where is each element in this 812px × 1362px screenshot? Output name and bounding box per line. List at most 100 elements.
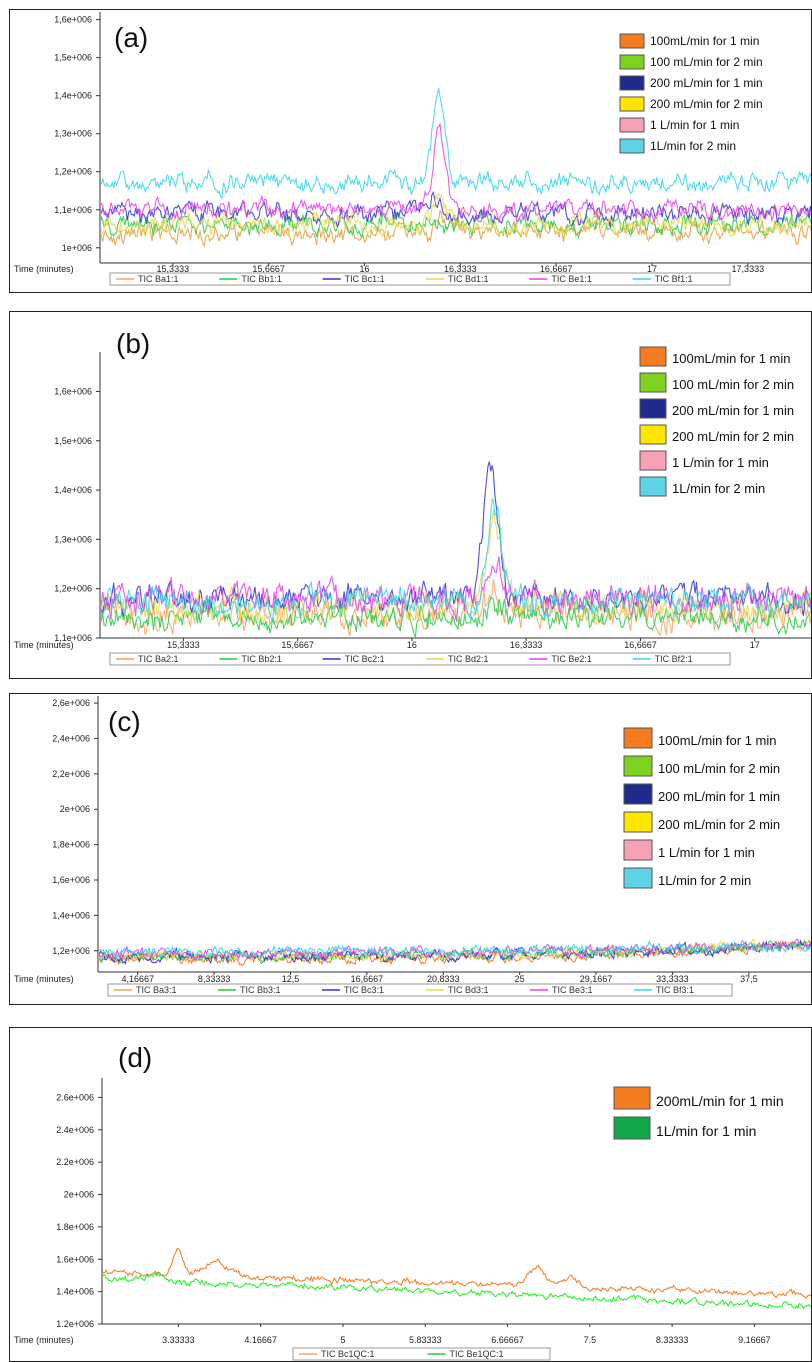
series-line-1 [102,1249,812,1298]
y-tick-label: 1.6e+006 [56,1254,94,1264]
y-tick-label: 1,5e+006 [54,436,92,446]
x-tick-label: 29,1667 [580,974,613,984]
trace-legend-label: TIC Bf3:1 [656,985,694,995]
x-tick-label: 16,3333 [510,640,543,650]
legend-swatch [640,347,666,366]
trace-legend-label: TIC Ba1:1 [138,274,179,284]
trace-legend-label: TIC Bd2:1 [448,654,489,664]
chart-b-svg: 1,1e+0061,2e+0061,3e+0061,4e+0061,5e+006… [10,312,812,679]
trace-legend-label: TIC Bf2:1 [655,654,693,664]
y-tick-label: 1,3e+006 [54,129,92,139]
x-axis-title: Time (minutes) [14,974,74,984]
trace-legend-label: TIC Bc3:1 [344,985,384,995]
y-tick-label: 1.2e+006 [56,1319,94,1329]
chart-d-svg: 1.2e+006 1.4e+006 1.6e+006 1.8e+006 2e+006 2.… [10,1028,812,1362]
trace-legend-label: TIC Bb1:1 [241,274,282,284]
x-tick-label: 5.83333 [409,1335,442,1345]
legend-swatch [620,118,644,132]
series-line-1 [100,211,812,246]
legend-label: 200 mL/min for 1 min [650,76,763,90]
legend-swatch [624,868,652,888]
x-tick-label: 4,16667 [121,974,154,984]
chart-panel-d: 1.2e+006 1.4e+006 1.6e+006 1.8e+006 2e+006 2.… [9,1027,812,1362]
panel-label-c: (c) [108,706,141,738]
x-tick-label: 16,6667 [624,640,657,650]
series-group [100,88,812,246]
legend-label: 200 mL/min for 2 min [658,817,780,832]
legend-label: 100mL/min for 1 min [672,351,791,366]
legend-swatch [624,812,652,832]
trace-legend-label: TIC Bd3:1 [448,985,489,995]
legend-label: 200 mL/min for 1 min [672,403,794,418]
legend-label: 1 L/min for 1 min [672,455,769,470]
y-tick-label: 1.8e+006 [56,1222,94,1232]
y-tick-label: 2,4e+006 [52,733,90,743]
trace-legend-label: TIC Bc1:1 [345,274,385,284]
legend-label: 1L/min for 1 min [656,1123,756,1139]
legend-label: 200 mL/min for 1 min [658,789,780,804]
y-tick-label: 2.6e+006 [56,1092,94,1102]
legend-swatch [640,373,666,392]
legend-swatch [624,840,652,860]
legend-label: 1L/min for 2 min [672,481,765,496]
trace-legend-label: TIC Bb2:1 [241,654,282,664]
x-axis-title: Time (minutes) [14,264,74,274]
y-tick-label: 2e+006 [60,804,90,814]
legend-swatch [640,399,666,418]
legend-swatch [624,756,652,776]
legend-label: 200 mL/min for 2 min [650,97,763,111]
legend-label: 100 mL/min for 2 min [658,761,780,776]
y-tick-label: 1,8e+006 [52,840,90,850]
legend-swatch [640,477,666,496]
x-tick-label: 20,8333 [427,974,460,984]
x-tick-label: 8,33333 [198,974,231,984]
legend-label: 100mL/min for 1 min [658,733,777,748]
y-tick-label: 2,6e+006 [52,698,90,708]
legend-swatch [624,728,652,748]
panel-label-d: (d) [118,1042,152,1074]
legend-swatch [640,451,666,470]
x-tick-label: 33,3333 [656,974,689,984]
chart-panel-b: 1,1e+006 1,2e+006 1,3e+006 1,4e+006 1,5e+006… [9,311,812,679]
y-tick-label: 2.2e+006 [56,1157,94,1167]
y-tick-label: 1,1e+006 [54,205,92,215]
legend-label: 1L/min for 2 min [658,873,751,888]
y-tick-label: 1,2e+006 [54,167,92,177]
x-tick-label: 6.66667 [491,1335,524,1345]
trace-legend-label: TIC Ba3:1 [136,985,177,995]
y-tick-label: 2.4e+006 [56,1125,94,1135]
y-tick-label: 1,2e+006 [52,946,90,956]
x-tick-label: 15,6667 [281,640,314,650]
panel-label-a: (a) [114,22,148,54]
x-tick-label: 9.16667 [738,1335,771,1345]
y-tick-label: 1,6e+006 [54,386,92,396]
chart-c-svg: 1,2e+0061,4e+0061,6e+0061,8e+0062e+0062,… [10,694,812,1005]
y-tick-label: 2,2e+006 [52,769,90,779]
trace-legend-label: TIC Be3:1 [552,985,593,995]
legend-label: 1 L/min for 1 min [658,845,755,860]
x-tick-label: 17 [750,640,760,650]
x-axis-title: Time (minutes) [14,1335,74,1345]
x-tick-label: 16,6667 [351,974,384,984]
y-tick-label: 1,6e+006 [52,875,90,885]
trace-legend-label: TIC Bf1:1 [655,274,693,284]
x-tick-label: 37,5 [740,974,758,984]
y-tick-label: 1e+006 [62,243,92,253]
legend-label: 100 mL/min for 2 min [672,377,794,392]
trace-legend-label: TIC Bd1:1 [448,274,489,284]
legend-label: 200 mL/min for 2 min [672,429,794,444]
series-line-2 [102,1273,812,1308]
trace-legend-label: TIC Bc1QC:1 [321,1349,375,1359]
legend-swatch [640,425,666,444]
y-tick-label: 1.4e+006 [56,1287,94,1297]
series-group [98,939,812,965]
x-tick-label: 5 [340,1335,345,1345]
x-tick-label: 3.33333 [162,1335,195,1345]
series-group [102,1249,812,1309]
legend-label: 1L/min for 2 min [650,139,736,153]
x-axis-title: Time (minutes) [14,640,74,650]
y-tick-label: 1,5e+006 [54,53,92,63]
y-tick-label: 1,3e+006 [54,534,92,544]
legend-swatch [614,1087,650,1109]
legend-swatch [614,1117,650,1139]
